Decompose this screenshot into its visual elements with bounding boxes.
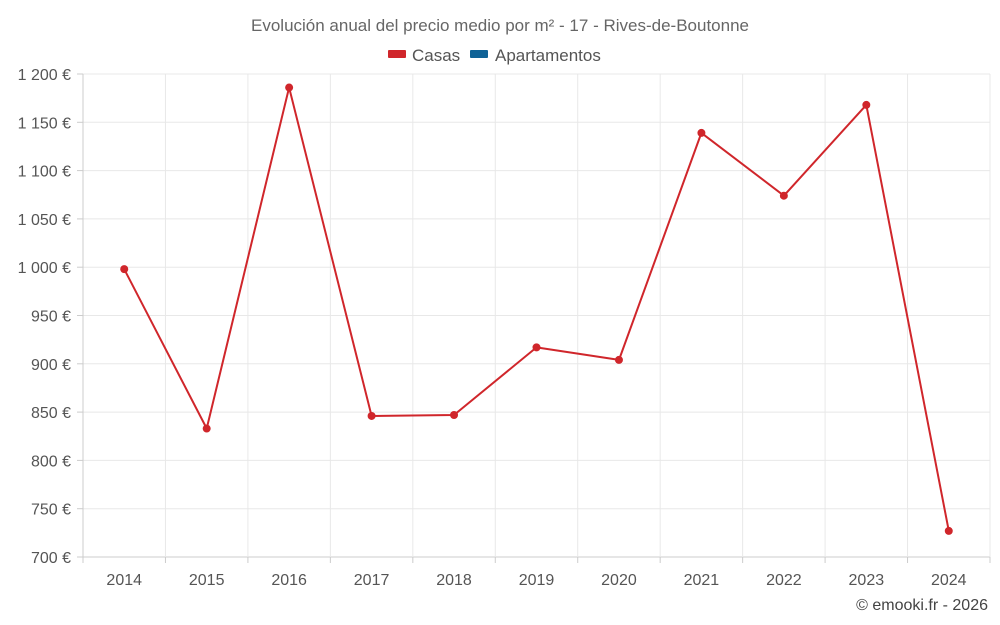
y-tick-label: 1 100 € bbox=[18, 164, 71, 181]
data-point-casas[interactable] bbox=[532, 343, 541, 352]
series-casas bbox=[120, 83, 953, 535]
data-point-casas[interactable] bbox=[697, 128, 706, 137]
y-tick-label: 700 € bbox=[31, 550, 71, 567]
y-tick-label: 850 € bbox=[31, 405, 71, 422]
y-tick-label: 1 050 € bbox=[18, 212, 71, 229]
x-axis: 2014 2015 2016 2017 2018 2019 2020 2021 2022 2023… bbox=[82, 557, 991, 589]
y-tick-label: 750 € bbox=[31, 502, 71, 519]
grid bbox=[82, 73, 991, 558]
y-tick-label: 900 € bbox=[31, 357, 71, 374]
data-point-casas[interactable] bbox=[862, 100, 871, 109]
legend-item-casas[interactable]: Casas bbox=[388, 46, 460, 65]
x-tick-label: 2017 bbox=[354, 572, 390, 589]
data-point-casas[interactable] bbox=[450, 410, 459, 419]
y-tick-label: 950 € bbox=[31, 309, 71, 326]
legend-swatch-apartamentos bbox=[470, 50, 488, 58]
chart-title: Evolución anual del precio medio por m² … bbox=[251, 16, 749, 35]
data-point-casas[interactable] bbox=[779, 191, 788, 200]
legend-label-casas: Casas bbox=[412, 46, 460, 65]
x-tick-label: 2014 bbox=[106, 572, 142, 589]
legend: Casas Apartamentos bbox=[388, 46, 601, 65]
data-point-casas[interactable] bbox=[202, 424, 211, 433]
x-tick-label: 2016 bbox=[271, 572, 307, 589]
x-tick-label: 2023 bbox=[849, 572, 885, 589]
credit-text: © emooki.fr - 2026 bbox=[856, 597, 988, 614]
legend-item-apartamentos[interactable]: Apartamentos bbox=[470, 46, 601, 65]
x-tick-label: 2015 bbox=[189, 572, 225, 589]
data-point-casas[interactable] bbox=[120, 265, 129, 274]
y-tick-label: 1 150 € bbox=[18, 115, 71, 132]
x-tick-label: 2021 bbox=[684, 572, 720, 589]
x-tick-label: 2019 bbox=[519, 572, 555, 589]
x-tick-label: 2022 bbox=[766, 572, 802, 589]
y-axis: 700 € 750 € 800 € 850 € 900 € 950 € 1 000 € 1 0… bbox=[18, 67, 83, 567]
legend-label-apartamentos: Apartamentos bbox=[495, 46, 601, 65]
y-tick-label: 800 € bbox=[31, 453, 71, 470]
data-point-casas[interactable] bbox=[944, 526, 953, 535]
data-point-casas[interactable] bbox=[614, 355, 623, 364]
y-tick-label: 1 200 € bbox=[18, 67, 71, 84]
legend-swatch-casas bbox=[388, 50, 406, 58]
x-tick-label: 2024 bbox=[931, 572, 967, 589]
x-tick-label: 2020 bbox=[601, 572, 637, 589]
data-point-casas[interactable] bbox=[285, 83, 294, 92]
y-tick-label: 1 000 € bbox=[18, 260, 71, 277]
x-tick-label: 2018 bbox=[436, 572, 472, 589]
data-point-casas[interactable] bbox=[367, 411, 376, 420]
